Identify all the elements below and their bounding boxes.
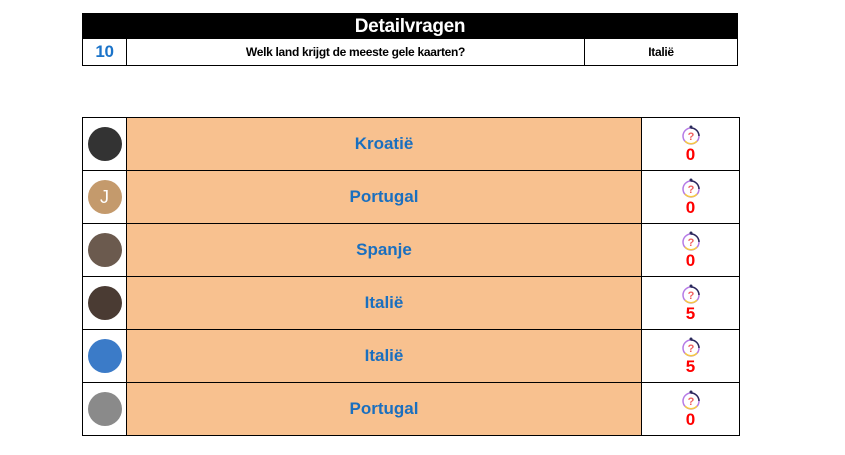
score-cell: ? 0 (642, 118, 740, 170)
points: 0 (685, 251, 696, 270)
avatar (87, 392, 122, 426)
answer-row: Italië ? 5 (83, 277, 740, 330)
points: 5 (685, 357, 696, 376)
header-title: Detailvragen (83, 14, 737, 39)
avatar-cell (83, 277, 127, 329)
player-answer: Spanje (127, 224, 642, 276)
question-number: 10 (83, 39, 127, 65)
correct-answer: Italië (648, 45, 674, 59)
question-timer-icon: ? (681, 284, 700, 304)
points: 0 (685, 145, 696, 164)
player-answer: Kroatië (127, 118, 642, 170)
player-answer: Portugal (127, 383, 642, 435)
avatar-cell (83, 383, 127, 435)
answer-row: Spanje ? 0 (83, 224, 740, 277)
score-cell: ? 0 (642, 224, 740, 276)
answer-row: Italië ? 5 (83, 330, 740, 383)
avatar (87, 286, 122, 320)
answer-row: Kroatië ? 0 (83, 118, 740, 171)
question-header: Detailvragen 10 Welk land krijgt de mees… (82, 13, 738, 66)
question-timer-icon: ? (681, 125, 700, 145)
svg-text:?: ? (687, 290, 694, 302)
question-text: Welk land krijgt de meeste gele kaarten? (127, 39, 585, 65)
score-cell: ? 0 (642, 171, 740, 223)
svg-text:?: ? (687, 343, 694, 355)
avatar (87, 233, 122, 267)
question-timer-icon: ? (681, 231, 700, 251)
score-cell: ? 5 (642, 330, 740, 382)
avatar (87, 339, 122, 373)
svg-text:?: ? (687, 184, 694, 196)
score-cell: ? 0 (642, 383, 740, 435)
points: 0 (685, 198, 696, 217)
avatar: J (87, 180, 122, 214)
answers-table: Kroatië ? 0 J Portugal ? 0 Spanje ? 0 It… (82, 117, 740, 436)
player-answer: Italië (127, 277, 642, 329)
question-timer-icon: ? (681, 390, 700, 410)
avatar-cell (83, 330, 127, 382)
avatar (87, 127, 122, 161)
question-timer-icon: ? (681, 178, 700, 198)
answer-row: J Portugal ? 0 (83, 171, 740, 224)
question-row: 10 Welk land krijgt de meeste gele kaart… (83, 39, 737, 65)
svg-text:?: ? (687, 396, 694, 408)
player-answer: Portugal (127, 171, 642, 223)
points: 5 (685, 304, 696, 323)
question-timer-icon: ? (681, 337, 700, 357)
avatar-cell (83, 118, 127, 170)
avatar-cell (83, 224, 127, 276)
points: 0 (685, 410, 696, 429)
avatar-cell: J (83, 171, 127, 223)
svg-text:?: ? (687, 131, 694, 143)
player-answer: Italië (127, 330, 642, 382)
score-cell: ? 5 (642, 277, 740, 329)
answer-row: Portugal ? 0 (83, 383, 740, 436)
svg-text:?: ? (687, 237, 694, 249)
